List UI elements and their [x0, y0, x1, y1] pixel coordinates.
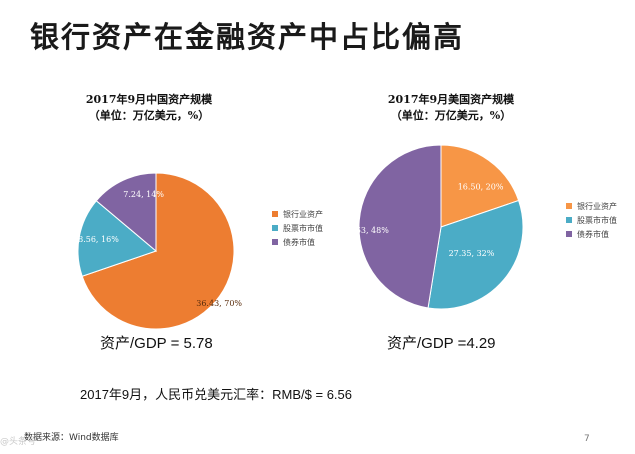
watermark: @头条号 [0, 437, 37, 447]
legend-item: 银行业资产 [272, 208, 323, 220]
legend-item: 债券市值 [272, 236, 323, 248]
legend-label: 银行业资产 [577, 201, 617, 211]
slide-title: 银行资产在金融资产中占比偏高 [30, 20, 465, 54]
legend-label: 债券市值 [577, 229, 609, 239]
china-legend: 银行业资产股票市市值债券市值 [272, 208, 323, 250]
pie-slice-stock-market-cap [427, 199, 524, 310]
pie-slice-bank-assets [81, 172, 235, 330]
legend-swatch [272, 211, 278, 217]
pie-slice-bank-assets [440, 144, 520, 228]
china-chart-title-line-2: （单位：万亿美元，%） [88, 109, 210, 122]
china-chart-title: 2017年9月中国资产规模 （单位：万亿美元，%） [74, 92, 224, 124]
us-asset-gdp-ratio: 资产/GDP =4.29 [387, 335, 496, 352]
legend-label: 债券市值 [283, 237, 315, 247]
legend-label: 股票市市值 [283, 223, 323, 233]
us-chart-title-line-1: 2017年9月美国资产规模 [387, 93, 515, 106]
china-pie: 36.43, 70% 8.56, 16% 7.24, 14% [77, 172, 242, 330]
us-chart-title-line-2: （单位：万亿美元，%） [390, 109, 512, 122]
legend-item: 银行业资产 [566, 200, 617, 212]
exchange-rate-note: 2017年9月，人民币兑美元汇率：RMB/$ = 6.56 [80, 387, 352, 402]
pie-slice-stock-market-cap [77, 200, 157, 277]
china-chart: 2017年9月中国资产规模 （单位：万亿美元，%） 36.43, 70% 8.56… [30, 92, 330, 332]
page-number: 7 [584, 434, 590, 444]
us-chart-title: 2017年9月美国资产规模 （单位：万亿美元，%） [376, 92, 526, 124]
pie-data-label: 8.56, 16% [78, 235, 119, 244]
legend-item: 债券市值 [566, 228, 617, 240]
pie-data-label: 36.43, 70% [196, 299, 242, 308]
legend-swatch [272, 225, 278, 231]
legend-swatch [566, 203, 572, 209]
legend-label: 银行业资产 [283, 209, 323, 219]
legend-label: 股票市市值 [577, 215, 617, 225]
pie-slice-bond-market-cap [95, 172, 157, 253]
pie-data-label: 7.24, 14% [123, 190, 164, 199]
source-note: 数据来源：Wind数据库 [24, 433, 119, 443]
legend-item: 股票市市值 [272, 222, 323, 234]
legend-item: 股票市市值 [566, 214, 617, 226]
legend-swatch [566, 231, 572, 237]
pie-data-label: 16.50, 20% [458, 183, 504, 192]
us-chart: 2017年9月美国资产规模 （单位：万亿美元，%） 16.50, 20% 27.3… [330, 92, 630, 332]
china-asset-gdp-ratio: 资产/GDP = 5.78 [100, 335, 213, 352]
legend-swatch [272, 239, 278, 245]
pie-data-label: 27.35, 32% [449, 249, 495, 258]
us-pie: 16.50, 20% 27.35, 32% 39.63, 48% [343, 144, 524, 310]
china-chart-title-line-1: 2017年9月中国资产规模 [85, 93, 213, 106]
us-legend: 银行业资产股票市市值债券市值 [566, 200, 617, 242]
pie-slice-bond-market-cap [358, 144, 442, 309]
legend-swatch [566, 217, 572, 223]
pie-data-label: 39.63, 48% [343, 226, 389, 235]
